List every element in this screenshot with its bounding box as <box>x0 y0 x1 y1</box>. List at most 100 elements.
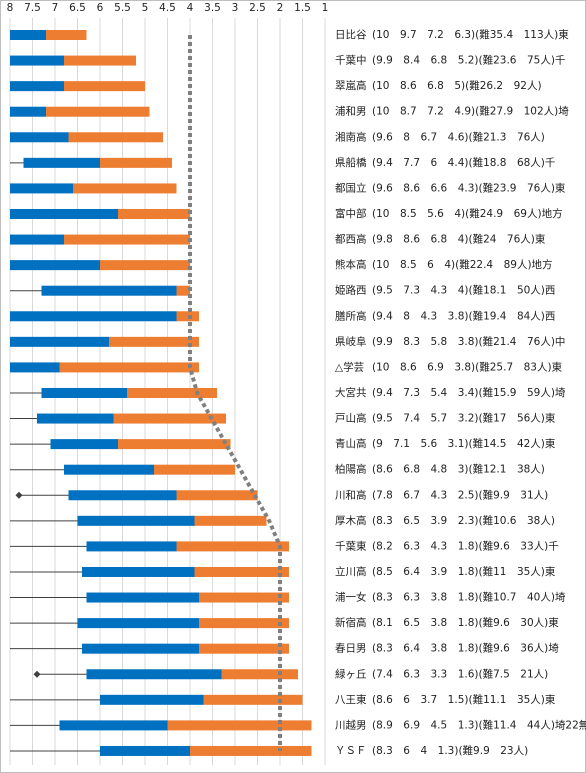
bar-lower <box>10 208 118 219</box>
category-label: 県岐阜 <box>335 335 367 348</box>
x-tick-label: 3.5 <box>204 2 221 14</box>
category-label: 熊本高 <box>335 258 367 271</box>
plot <box>10 30 312 756</box>
row-label: (8.5 6.4 3.9 1.8)(難11 35人)東 <box>372 565 556 578</box>
x-tick-label: 1 <box>322 2 329 14</box>
bar-upper <box>190 745 312 756</box>
category-label: 浦和男 <box>335 105 367 118</box>
bar-upper <box>100 157 172 168</box>
x-tick-label: 2.5 <box>249 2 266 14</box>
whisker-end <box>15 491 23 499</box>
bar-lower <box>41 387 127 398</box>
row-label: (9.5 7.3 4.3 4)(難18.1 50人)西 <box>372 284 555 297</box>
row-label: (9.6 8 6.7 4.6)(難21.3 76人) <box>372 130 545 143</box>
category-label: 新宿高 <box>335 616 367 629</box>
row-label: (8.3 6.5 3.9 2.3)(難10.6 38人) <box>372 514 555 527</box>
bar-upper <box>46 30 87 40</box>
bar-upper <box>64 55 136 66</box>
category-label: 立川高 <box>335 565 367 578</box>
category-label: 川和高 <box>335 488 367 501</box>
row-label: (8.9 6.9 4.5 1.3)(難11.4 44人)埼22無 <box>372 718 586 731</box>
bar-lower <box>86 669 222 680</box>
bar-upper <box>167 720 312 731</box>
bar-upper <box>73 183 177 194</box>
bar-lower <box>82 643 199 654</box>
category-label: 戸山高 <box>335 412 367 425</box>
category-label: 富中部 <box>335 207 367 220</box>
x-tick-label: 3 <box>232 2 239 14</box>
category-label: 柏陽高 <box>335 463 367 476</box>
row-label: (9.9 8.3 5.8 3.8)(難21.4 76人)中 <box>372 335 565 348</box>
bar-lower <box>10 106 46 117</box>
bar-lower <box>10 234 64 245</box>
row-label: (9.4 7.7 6 4.4)(難18.8 68人)千 <box>372 156 555 169</box>
row-label: (10 8.7 7.2 4.9)(難27.9 102人)埼 <box>372 105 569 118</box>
bar-lower <box>41 285 177 296</box>
row-label: (9.9 8.4 6.8 5.2)(難23.6 75人)千 <box>372 54 565 67</box>
category-label: 青山高 <box>335 437 367 450</box>
bar-lower <box>10 55 64 66</box>
bar-lower <box>86 541 177 552</box>
x-tick-label: 1.5 <box>294 2 311 14</box>
category-label: 春日男 <box>335 643 367 655</box>
x-tick-label: 7.5 <box>24 2 41 14</box>
bar-lower <box>64 464 154 475</box>
row-label: (9.8 8.6 6.8 4)(難24 76人)東 <box>372 233 546 246</box>
bar-lower <box>37 413 114 424</box>
bar-upper <box>199 643 289 654</box>
category-label: 浦一女 <box>335 591 367 604</box>
row-label: (9.6 8.6 6.6 4.3)(難23.9 76人)東 <box>372 181 566 194</box>
x-tick-label: 5 <box>142 2 149 14</box>
bar-upper <box>176 490 258 501</box>
bar-lower <box>100 745 190 756</box>
bar-upper <box>59 362 199 373</box>
bar-upper <box>118 439 231 450</box>
bar-lower <box>59 720 168 731</box>
row-label: (8.6 6.8 4.8 3)(難12.1 38人) <box>372 463 545 476</box>
row-label: (8.3 6.4 3.8 1.8)(難9.6 36人)埼 <box>372 642 559 655</box>
row-label: (7.4 6.3 3.3 1.6)(難7.5 21人) <box>372 667 548 680</box>
bar-lower <box>50 439 118 450</box>
category-label: △学芸 <box>335 360 364 373</box>
x-tick-label: 6 <box>97 2 104 14</box>
bar-upper <box>176 541 289 552</box>
category-label: 川越男 <box>335 718 367 731</box>
category-label: 湘南高 <box>335 130 367 143</box>
x-tick-label: 6.5 <box>69 2 86 14</box>
category-label: 日比谷 <box>335 28 367 41</box>
bar-upper <box>64 234 190 245</box>
category-label: 姫路西 <box>335 284 367 297</box>
category-label: 八王東 <box>335 693 367 706</box>
bar-upper <box>221 669 298 680</box>
category-label: 千葉東 <box>335 539 367 552</box>
category-label: 緑ヶ丘 <box>335 667 367 680</box>
bar-lower <box>10 336 109 347</box>
row-label: (9.4 8 4.3 3.8)(難19.4 84人)西 <box>372 309 555 322</box>
row-label: (9.4 7.3 5.4 3.4)(難15.9 59人)埼 <box>372 386 566 399</box>
row-label: (10 9.7 7.2 6.3)(難35.4 113人)東 <box>372 28 569 41</box>
bar-upper <box>46 106 150 117</box>
x-tick-label: 4 <box>187 2 194 14</box>
bar-lower <box>10 183 73 194</box>
category-label: 県船橋 <box>335 156 367 169</box>
category-label: 膳所高 <box>335 309 367 322</box>
bar-upper <box>203 694 303 705</box>
bar-upper <box>100 260 190 271</box>
x-tick-label: 2 <box>277 2 284 14</box>
category-label: 都西高 <box>335 233 367 246</box>
category-label: 厚木高 <box>335 514 367 527</box>
bar-upper <box>109 336 199 347</box>
bar-lower <box>10 81 64 92</box>
bar-lower <box>10 30 46 40</box>
bar-lower <box>86 592 199 603</box>
bar-upper <box>194 566 289 577</box>
bar-lower <box>100 694 204 705</box>
bar-lower <box>68 490 177 501</box>
row-label: (10 8.6 6.9 3.8)(難25.7 83人)東 <box>372 360 563 373</box>
bar-lower <box>10 362 60 373</box>
bar-upper <box>199 592 289 603</box>
x-tick-label: 7 <box>52 2 59 14</box>
row-label: (10 8.6 6.8 5)(難26.2 92人) <box>372 79 542 92</box>
